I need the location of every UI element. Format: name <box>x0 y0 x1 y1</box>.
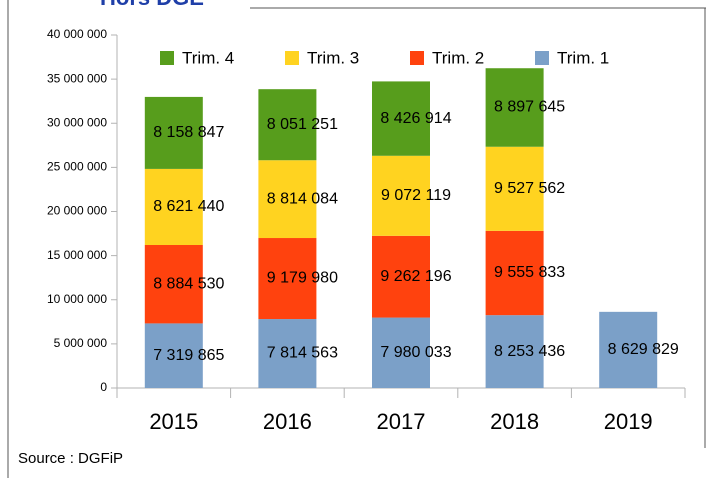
value-label: 8 629 829 <box>608 341 679 358</box>
y-tick-label: 25 000 000 <box>47 160 107 174</box>
value-label: 9 262 196 <box>380 268 451 285</box>
value-label: 8 621 440 <box>153 198 224 215</box>
legend-swatch <box>410 51 424 65</box>
bar-segment <box>144 323 203 388</box>
y-tick-label: 40 000 000 <box>47 27 107 41</box>
value-label: 8 158 847 <box>153 124 224 141</box>
legend-swatch <box>160 51 174 65</box>
value-label: 7 319 865 <box>153 347 224 364</box>
value-label: 8 897 645 <box>494 99 565 116</box>
y-tick-label: 30 000 000 <box>47 115 107 129</box>
value-label: 9 072 119 <box>381 187 451 204</box>
value-label: 9 555 833 <box>494 264 565 281</box>
legend-label: Trim. 3 <box>307 48 359 67</box>
bar-segment <box>144 96 203 169</box>
bar-segment <box>258 319 317 388</box>
value-label: 9 527 562 <box>494 180 565 197</box>
bar-segment <box>485 315 544 388</box>
chart-title: Hors DGE <box>100 0 204 10</box>
value-label: 9 179 980 <box>267 270 338 287</box>
bar-segment <box>485 146 544 231</box>
x-tick-label: 2017 <box>377 409 426 434</box>
bar-segment <box>372 235 430 318</box>
y-tick-label: 5 000 000 <box>54 336 108 350</box>
value-label: 8 253 436 <box>494 343 565 360</box>
y-tick-label: 20 000 000 <box>47 204 107 218</box>
bar-segment <box>144 244 203 324</box>
value-label: 8 814 084 <box>267 190 338 207</box>
bar-segment <box>258 160 317 239</box>
y-tick-label: 35 000 000 <box>47 71 107 85</box>
legend-swatch <box>535 51 549 65</box>
bar-segment <box>144 168 203 245</box>
source: Source : DGFiP <box>18 450 123 467</box>
legend-label: Trim. 1 <box>557 48 609 67</box>
x-tick-label: 2019 <box>604 409 653 434</box>
legend-label: Trim. 2 <box>432 48 484 67</box>
y-tick-label: 10 000 000 <box>47 292 107 306</box>
bar-segment <box>372 81 430 156</box>
bar-segment <box>258 89 317 161</box>
bar-segment <box>485 230 544 316</box>
value-label: 7 980 033 <box>380 344 451 361</box>
bar-segment <box>372 155 430 236</box>
y-tick-label: 15 000 000 <box>47 248 107 262</box>
y-tick-label: 0 <box>100 380 107 394</box>
value-label: 7 814 563 <box>267 345 338 362</box>
legend-swatch <box>285 51 299 65</box>
value-label: 8 884 530 <box>153 275 224 292</box>
value-label: 8 426 914 <box>380 110 451 127</box>
legend-label: Trim. 4 <box>182 48 234 67</box>
x-tick-label: 2015 <box>149 409 198 434</box>
bar-segment <box>372 317 430 388</box>
value-label: 8 051 251 <box>267 116 338 133</box>
bar-segment <box>599 311 658 388</box>
bar-segment <box>258 238 317 320</box>
x-tick-label: 2018 <box>490 409 539 434</box>
bar-segment <box>485 68 544 147</box>
x-tick-label: 2016 <box>263 409 312 434</box>
